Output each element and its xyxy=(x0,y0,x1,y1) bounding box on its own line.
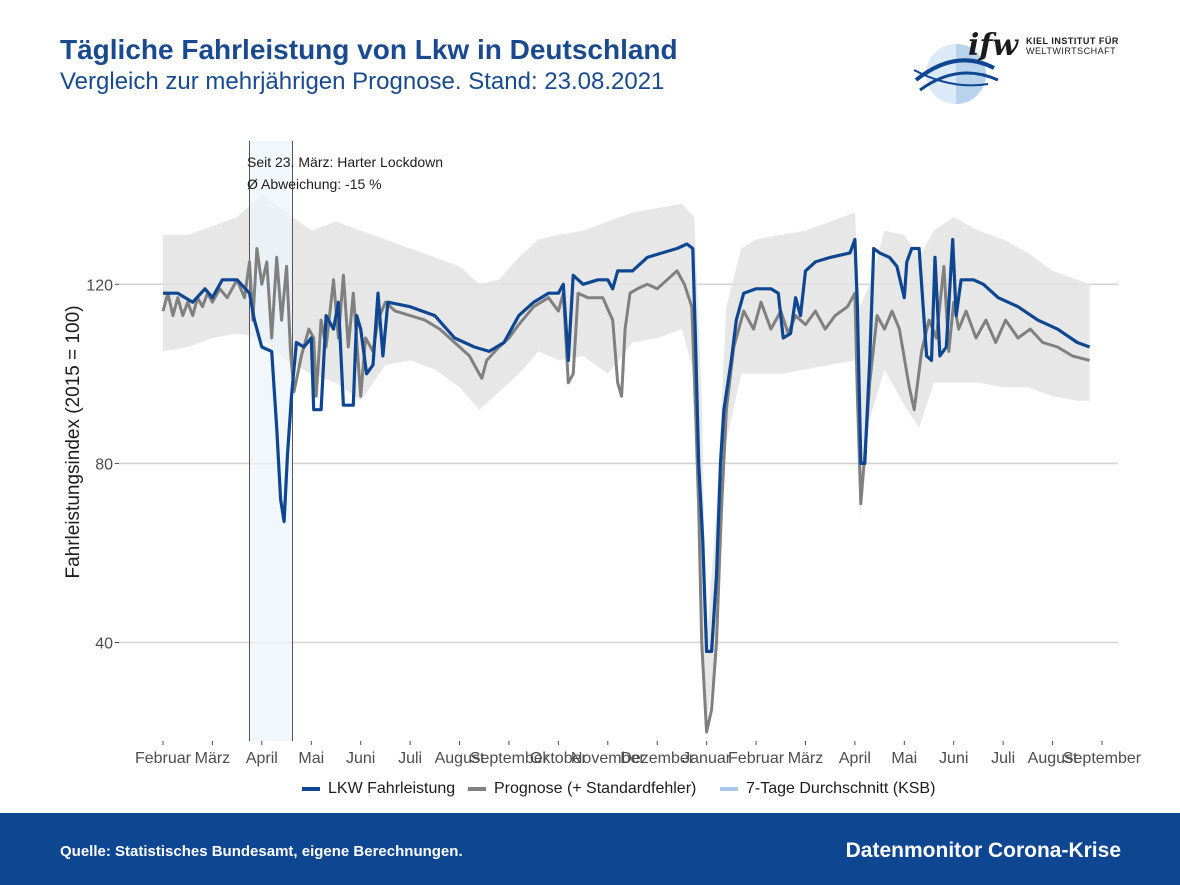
legend-key-ksb xyxy=(720,787,738,791)
x-tick-label-18: August xyxy=(1028,750,1078,767)
series-line-prognose xyxy=(161,247,1090,734)
legend-label-ksb: 7-Tage Durchschnitt (KSB) xyxy=(746,780,936,797)
x-tick-label-8: Oktober xyxy=(530,750,588,767)
x-tick-label-11: Januar xyxy=(682,750,732,767)
series-line-lkw xyxy=(163,237,1091,653)
legend-label-lkw: LKW Fahrleistung xyxy=(328,780,456,797)
x-tick-label-3: Mai xyxy=(298,750,324,767)
lockdown-shade xyxy=(249,141,293,741)
x-tick-label-19: September xyxy=(1063,750,1142,767)
x-tick-label-15: Mai xyxy=(891,750,917,767)
x-tick-label-12: Februar xyxy=(728,750,785,767)
x-tick-label-2: April xyxy=(246,750,278,767)
legend-key-prognose xyxy=(468,787,486,791)
chart-subtitle: Vergleich zur mehrjährigen Prognose. Sta… xyxy=(60,68,665,95)
x-tick-label-0: Februar xyxy=(135,750,192,767)
logo-line-1: KIEL INSTITUT FÜR xyxy=(1026,36,1119,46)
x-tick-labels: Februar März April Mai Juni Juli AugustSeptemb… xyxy=(135,741,1142,767)
footer-bar: Quelle: Statistisches Bundesamt, eigene … xyxy=(0,813,1180,885)
y-tick-label-120: 120 xyxy=(86,277,113,294)
y-tick-label-80: 80 xyxy=(95,456,113,473)
chart-legend: LKW Fahrleistung Prognose (+ Standardfeh… xyxy=(0,778,1180,800)
footer-brand: Datenmonitor Corona-Krise xyxy=(845,839,1121,862)
x-tick-label-9: November xyxy=(571,750,645,767)
y-tick-labels: 40 80 120 xyxy=(86,277,119,652)
x-tick-label-7: September xyxy=(470,750,549,767)
globe-icon xyxy=(913,44,999,104)
x-tick-label-16: Juni xyxy=(939,750,968,767)
legend-key-lkw xyxy=(302,787,320,791)
legend-item-prognose: Prognose (+ Standardfehler) xyxy=(468,778,696,800)
chart-title: Tägliche Fahrleistung von Lkw in Deutsch… xyxy=(60,34,678,65)
x-tick-label-13: März xyxy=(788,750,824,767)
logo-mark: ifw xyxy=(968,28,1019,63)
source-note: Quelle: Statistisches Bundesamt, eigene … xyxy=(60,843,463,860)
x-tick-label-17: Juli xyxy=(991,750,1015,767)
lockdown-period xyxy=(248,141,293,741)
x-tick-label-14: April xyxy=(839,750,871,767)
legend-item-ksb: 7-Tage Durchschnitt (KSB) xyxy=(720,778,935,800)
logo-line-2: WELTWIRTSCHAFT xyxy=(1026,46,1117,56)
y-axis-label: Fahrleistungsindex (2015 = 100) xyxy=(63,305,84,578)
legend-label-prognose: Prognose (+ Standardfehler) xyxy=(494,780,697,797)
x-tick-label-6: August xyxy=(435,750,485,767)
y-tick-label-40: 40 xyxy=(95,635,113,652)
x-tick-label-1: März xyxy=(195,750,231,767)
annotation-line-1: Seit 23. März: Harter Lockdown xyxy=(247,154,443,170)
annotation-line-2: Ø Abweichung: -15 % xyxy=(247,176,382,192)
x-tick-label-10: Dezember xyxy=(620,750,694,767)
x-tick-label-5: Juli xyxy=(398,750,422,767)
logo-text: KIEL INSTITUT FÜR WELTWIRTSCHAFT xyxy=(1026,36,1119,56)
legend-item-lkw: LKW Fahrleistung xyxy=(302,778,455,800)
series-lines xyxy=(161,237,1091,734)
x-tick-label-4: Juni xyxy=(346,750,375,767)
